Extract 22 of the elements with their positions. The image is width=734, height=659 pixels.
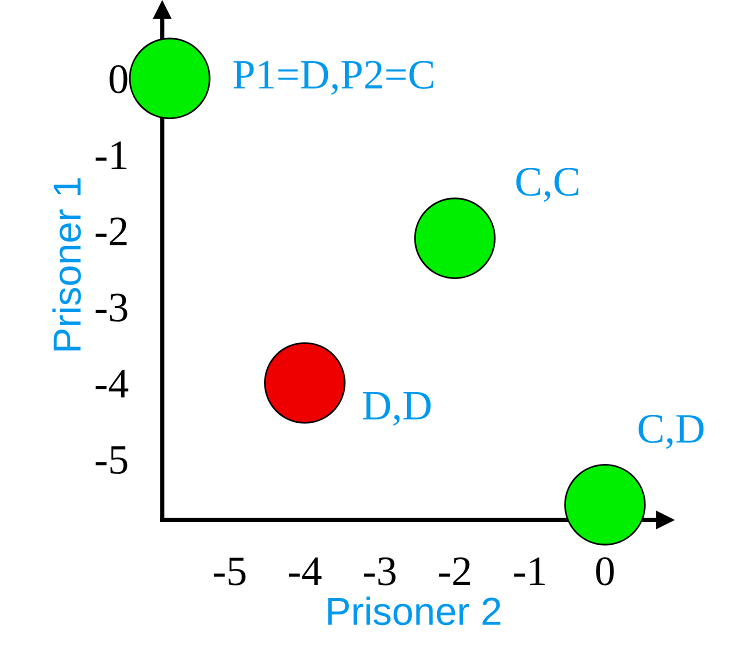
x-tick-label: -1 xyxy=(514,557,545,585)
x-tick-label: -3 xyxy=(364,557,396,586)
y-tick-label: -1 xyxy=(96,141,126,169)
point xyxy=(264,342,346,424)
x-axis-title: Prisoner 2 xyxy=(328,596,500,626)
x-tick-label: 0 xyxy=(596,557,614,586)
annotation: C,C xyxy=(516,168,578,202)
y-tick-label: -4 xyxy=(96,370,128,398)
point xyxy=(414,198,496,279)
point xyxy=(128,38,210,120)
x-tick-label: -2 xyxy=(439,557,470,585)
y-tick-label: -5 xyxy=(96,446,128,474)
x-tick-label: -4 xyxy=(288,558,322,585)
y-tick-label: -3 xyxy=(96,294,128,322)
y-axis-title: Prisoner 1 xyxy=(52,178,81,350)
y-tick-label: -2 xyxy=(96,218,127,246)
annotation: D,D xyxy=(362,392,431,426)
y-tick-label: 0 xyxy=(110,65,128,94)
annotation: P1=D,P2=C xyxy=(233,60,434,95)
point xyxy=(564,464,646,546)
x-tick-label: -5 xyxy=(214,558,246,586)
annotation: C,D xyxy=(638,414,704,449)
